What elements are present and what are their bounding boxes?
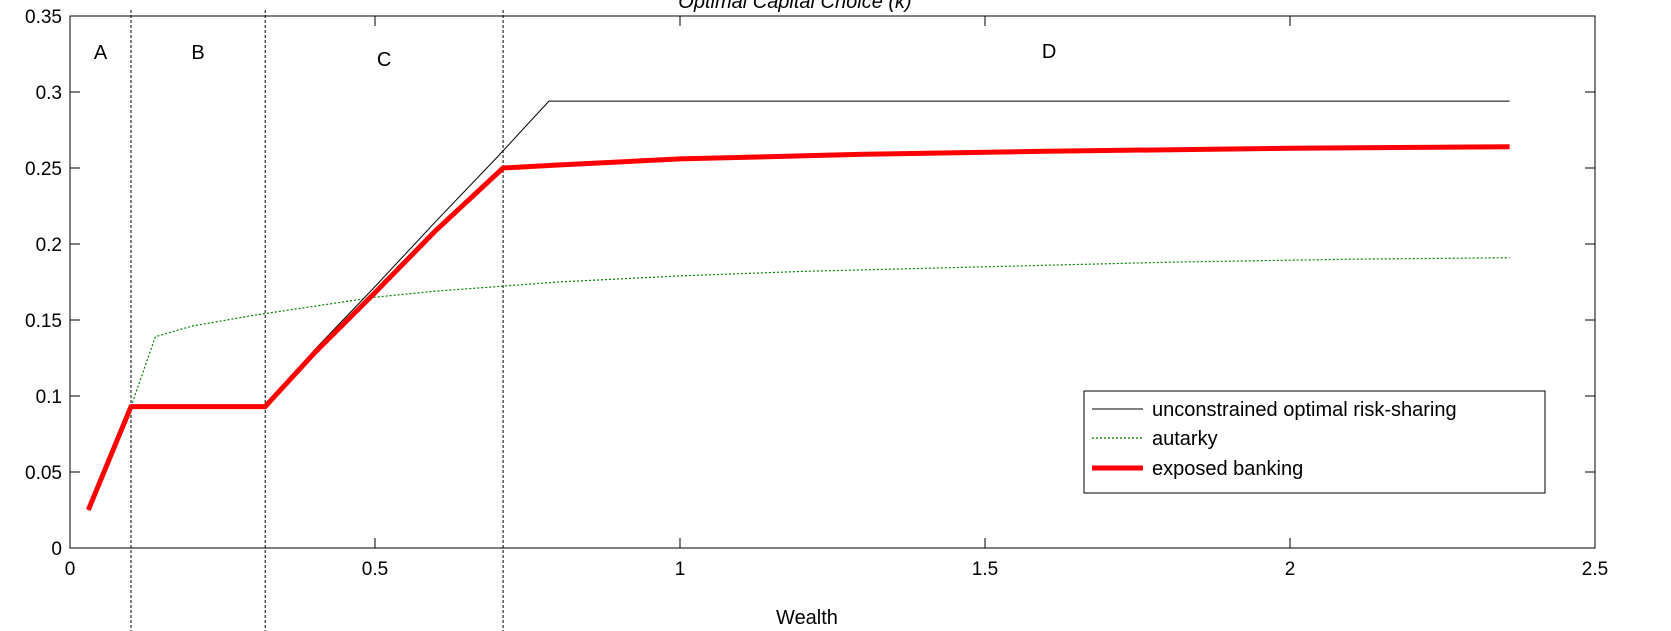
y-tick-label: 0 xyxy=(51,539,62,560)
x-tick-label: 0.5 xyxy=(362,559,388,580)
chart-title: Optimal Capital Choice (k) xyxy=(678,0,911,13)
x-tick-label: 2 xyxy=(1285,559,1296,580)
region-label-b: B xyxy=(191,42,204,64)
legend-label-unconstrained: unconstrained optimal risk-sharing xyxy=(1152,399,1457,421)
y-tick-label: 0.1 xyxy=(36,387,62,408)
y-tick-label: 0.15 xyxy=(25,311,62,332)
x-tick-label: 2.5 xyxy=(1582,559,1608,580)
legend: unconstrained optimal risk-sharing autar… xyxy=(1084,391,1545,493)
x-tick-label: 0 xyxy=(65,559,76,580)
x-axis-label: Wealth xyxy=(776,607,838,629)
region-boundaries xyxy=(131,10,503,631)
y-tick-label: 0.25 xyxy=(25,159,62,180)
region-label-d: D xyxy=(1042,41,1056,63)
y-tick-label: 0.35 xyxy=(25,7,62,28)
legend-label-exposed-banking: exposed banking xyxy=(1152,458,1303,480)
axis-tick-labels: 0 0.5 1 1.5 2 2.5 0 0.05 0.1 0.15 0.2 0.25 0.3 0.35 xyxy=(25,7,1608,580)
region-label-a: A xyxy=(94,42,108,64)
region-labels: A B C D xyxy=(94,41,1056,71)
x-tick-label: 1 xyxy=(675,559,686,580)
y-tick-label: 0.3 xyxy=(36,83,62,104)
y-tick-label: 0.05 xyxy=(25,463,62,484)
legend-label-autarky: autarky xyxy=(1152,428,1218,450)
region-label-c: C xyxy=(377,49,391,71)
y-tick-label: 0.2 xyxy=(36,235,62,256)
x-tick-label: 1.5 xyxy=(972,559,998,580)
